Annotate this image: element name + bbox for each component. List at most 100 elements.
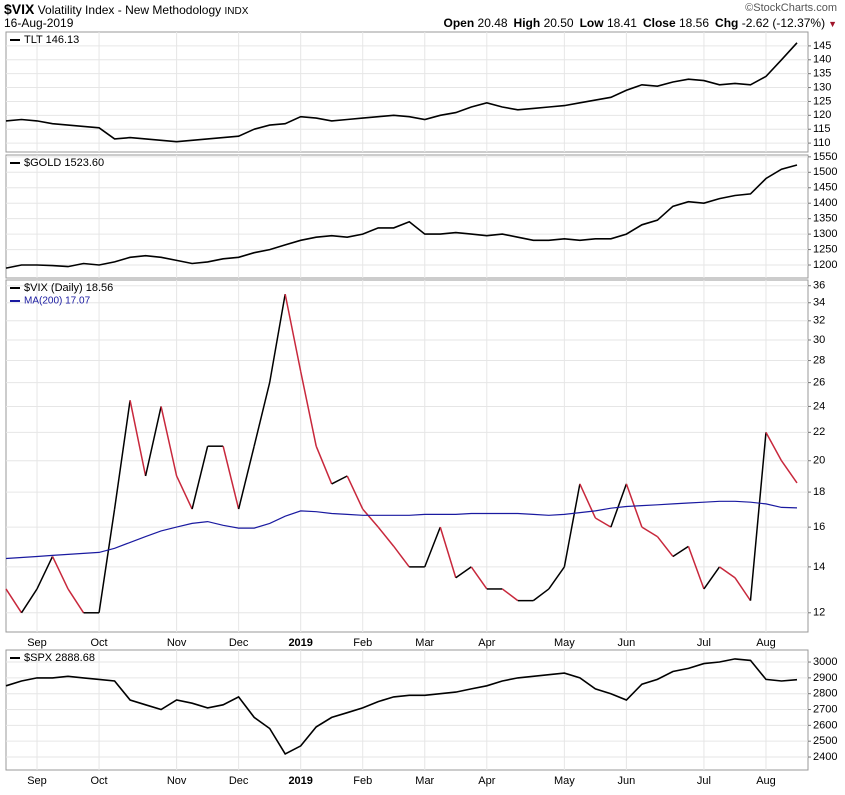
line-segment — [315, 445, 333, 485]
y-tick-label: 1300 — [813, 228, 837, 240]
legend-label: TLT 146.13 — [24, 34, 79, 46]
line-segment — [67, 588, 85, 614]
x-tick-label: Apr — [478, 637, 495, 649]
x-tick-label: Mar — [415, 775, 434, 787]
y-tick-label: 34 — [813, 297, 825, 309]
quote-label: Open — [443, 16, 475, 30]
x-tick-label: Feb — [353, 775, 372, 787]
y-tick-label: 110 — [813, 137, 831, 149]
header: $VIX Volatility Index - New Methodology … — [0, 0, 845, 32]
y-tick-label: 18 — [813, 486, 825, 498]
x-tick-label: Nov — [167, 775, 187, 787]
x-tick-label: Nov — [167, 637, 187, 649]
x-tick-label: Jul — [697, 637, 711, 649]
line-segment — [439, 526, 457, 578]
line-segment — [501, 588, 519, 602]
line-segment — [579, 483, 597, 519]
line-segment — [594, 517, 612, 528]
line-segment — [455, 566, 472, 579]
x-tick-label: Oct — [90, 775, 107, 787]
line-segment — [719, 566, 736, 579]
quote: Open 20.48 High 20.50 Low 18.41 Close 18.56… — [438, 16, 838, 30]
y-tick-label: 24 — [813, 400, 825, 412]
x-tick-label: 2019 — [288, 637, 312, 649]
line-segment — [470, 566, 488, 590]
quote-value: 20.50 — [543, 16, 574, 30]
y-tick-label: 2500 — [813, 735, 837, 747]
line-segment — [284, 293, 302, 372]
quote-label: Chg — [715, 16, 739, 30]
title: $VIX Volatility Index - New Methodology … — [4, 1, 248, 17]
line-segment — [5, 588, 23, 614]
line-segment — [299, 371, 317, 447]
line-segment — [51, 556, 69, 590]
quote-label: High — [513, 16, 541, 30]
x-tick-label: Jun — [618, 637, 636, 649]
y-tick-label: 1500 — [813, 166, 837, 178]
line-segment — [672, 545, 689, 558]
x-tick-label: Dec — [229, 637, 249, 649]
x-tick-label: 2019 — [288, 775, 312, 787]
line-segment — [191, 446, 209, 510]
x-tick-label: Jun — [618, 775, 636, 787]
y-tick-label: 1250 — [813, 243, 837, 255]
quote-value: 18.56 — [679, 16, 710, 30]
y-tick-label: 130 — [813, 81, 831, 93]
line-segment — [749, 432, 767, 601]
watermark: ©StockCharts.com — [745, 2, 837, 14]
line-segment — [268, 293, 286, 383]
legend-label: $VIX (Daily) 18.56 — [24, 282, 113, 294]
exchange: INDX — [224, 6, 249, 17]
line-segment — [641, 526, 658, 538]
y-tick-label: 1550 — [813, 151, 837, 163]
panel — [5, 31, 809, 153]
line-segment — [548, 566, 565, 590]
line-segment — [222, 446, 240, 510]
y-tick-label: 30 — [813, 334, 825, 346]
line-segment — [253, 382, 271, 447]
line-segment — [563, 483, 581, 568]
line-segment — [424, 526, 441, 568]
legend-label: MA(200) 17.07 — [24, 296, 91, 307]
x-tick-label: Oct — [90, 637, 107, 649]
quote-label: Close — [642, 16, 676, 30]
line-segment — [656, 536, 674, 557]
y-tick-label: 2800 — [813, 688, 837, 700]
y-tick-label: 32 — [813, 315, 825, 327]
y-tick-label: 1450 — [813, 182, 837, 194]
y-tick-label: 26 — [813, 377, 825, 389]
line-segment — [98, 508, 116, 613]
symbol: $VIX — [4, 1, 35, 17]
line-segment — [346, 475, 364, 510]
line-segment — [377, 526, 395, 547]
line-segment — [237, 446, 255, 510]
line-segment — [610, 483, 628, 528]
line-segment — [734, 577, 752, 602]
y-tick-label: 120 — [813, 109, 831, 121]
line — [5, 164, 798, 269]
line-segment — [36, 556, 54, 590]
x-tick-label: May — [554, 775, 575, 787]
down-arrow: ▼ — [828, 19, 837, 29]
y-tick-label: 2600 — [813, 719, 837, 731]
x-tick-label: Sep — [27, 775, 47, 787]
y-tick-label: 28 — [813, 354, 825, 366]
y-tick-label: 14 — [813, 561, 825, 573]
line-segment — [362, 508, 379, 528]
line-segment — [160, 406, 178, 477]
panel — [5, 154, 809, 279]
panel — [5, 279, 809, 633]
y-tick-label: 1400 — [813, 197, 837, 209]
y-tick-label: 115 — [813, 123, 831, 135]
line-segment — [393, 545, 410, 568]
x-tick-label: Sep — [27, 637, 47, 649]
x-tick-label: Mar — [415, 637, 434, 649]
y-tick-label: 135 — [813, 68, 831, 80]
line — [5, 42, 798, 143]
quote-label: Low — [579, 16, 604, 30]
line-segment — [129, 400, 147, 477]
line — [5, 658, 798, 755]
y-tick-label: 12 — [813, 607, 825, 619]
x-tick-label: Aug — [756, 775, 776, 787]
